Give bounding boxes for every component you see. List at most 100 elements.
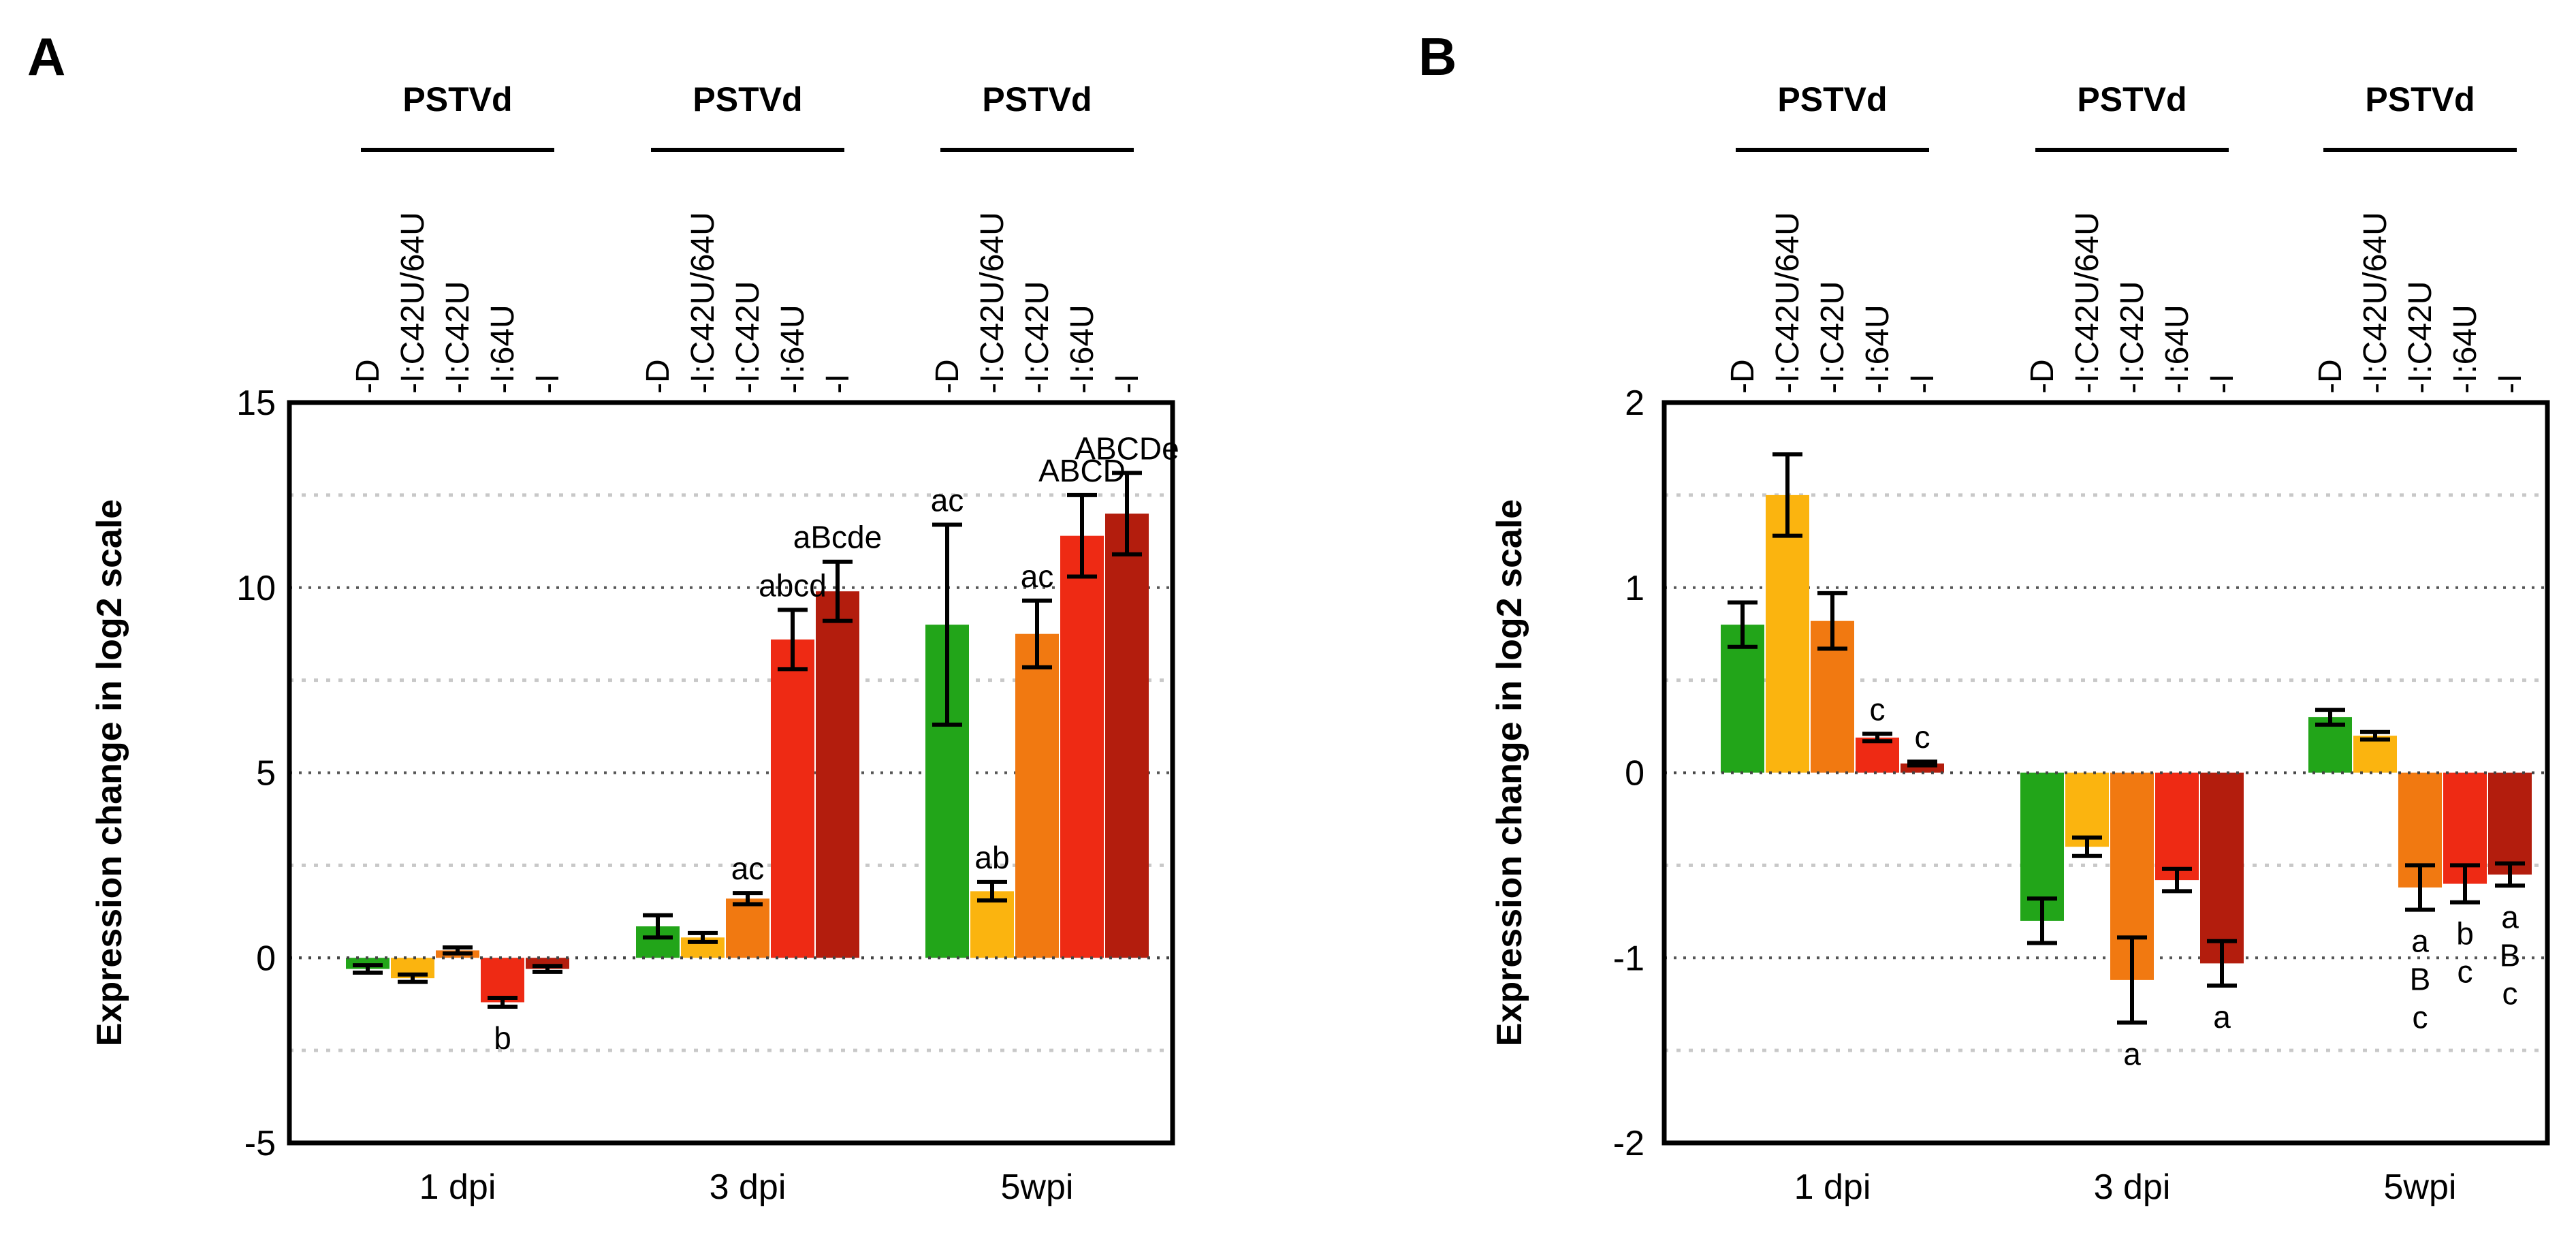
- condition-label: -I:64U: [2447, 304, 2483, 394]
- significance-label: a: [2213, 999, 2231, 1035]
- group-header: PSTVd: [982, 80, 1092, 119]
- group-label: 3 dpi: [2094, 1167, 2171, 1207]
- bar: [771, 639, 814, 958]
- panel-label: A: [27, 27, 65, 87]
- condition-label: -I:64U: [775, 304, 811, 394]
- bar: [816, 591, 859, 958]
- significance-line: a: [2411, 924, 2429, 959]
- significance-label: aBcde: [793, 520, 882, 555]
- condition-label: -I:64U: [1860, 304, 1896, 394]
- condition-label: -I:64U: [2159, 304, 2195, 394]
- bar: [2020, 772, 2064, 921]
- panel-label: B: [1418, 27, 1457, 87]
- group-header: PSTVd: [693, 80, 802, 119]
- bar: [1856, 737, 1899, 773]
- group-2: PSTVd 5wpi -D -I:C42U/64U -I:C42U -I:64U -I: [2308, 80, 2532, 1207]
- significance-label: c: [1870, 691, 1886, 727]
- bar: [1766, 494, 1809, 773]
- condition-label: -I:C42U: [440, 281, 476, 394]
- condition-label: -I:C42U/64U: [1770, 212, 1806, 394]
- significance-label: abcd: [759, 567, 827, 603]
- group-1: PSTVd 3 dpi -D -I:C42U/64U -I:C42U -I:64U -I: [636, 80, 859, 1207]
- condition-label: -I: [1905, 374, 1941, 394]
- significance-line: a: [2501, 899, 2519, 934]
- group-label: 5wpi: [2384, 1167, 2457, 1207]
- significance-line: c: [2458, 954, 2473, 990]
- condition-label: -I:C42U/64U: [2069, 212, 2105, 394]
- bar: [726, 898, 769, 958]
- significance-label: a: [2123, 1036, 2141, 1071]
- bar: [2353, 736, 2397, 773]
- y-tick-label: 10: [236, 569, 276, 608]
- bar: [1015, 633, 1059, 958]
- group-header: PSTVd: [1777, 80, 1887, 119]
- group-label: 1 dpi: [1794, 1167, 1871, 1207]
- y-tick-label: -2: [1613, 1124, 1644, 1163]
- condition-label: -I:64U: [1064, 304, 1100, 394]
- condition-label: -I: [530, 374, 566, 394]
- condition-label: -D: [2024, 359, 2061, 394]
- group-0: PSTVd 1 dpi -D -I:C42U/64U -I:C42U -I:64U -I: [346, 80, 569, 1207]
- significance-label: ac: [1021, 559, 1054, 594]
- bar: [481, 958, 524, 1003]
- condition-label: -I: [2492, 374, 2528, 394]
- y-tick-label: 0: [1625, 754, 1644, 794]
- condition-label: -I:C42U: [1019, 281, 1055, 394]
- plot-frame: [1661, 400, 2550, 1146]
- y-tick-labels: -2 -1 0 1 2: [1613, 383, 1644, 1163]
- plot-frame: [287, 400, 1175, 1146]
- condition-label: -I:C42U: [730, 281, 766, 394]
- y-tick-label: -5: [244, 1124, 276, 1163]
- significance-line: b: [494, 1020, 511, 1056]
- condition-label: -I:C42U: [2402, 281, 2438, 394]
- condition-label: -I:C42U: [1815, 281, 1851, 394]
- group-header: PSTVd: [402, 80, 512, 119]
- condition-label: -I:C42U: [2114, 281, 2150, 394]
- group-header: PSTVd: [2365, 80, 2475, 119]
- condition-label: -D: [640, 359, 676, 394]
- panel-b: B -2 -1 0 1 2 Expression change in log2 scale P…: [1418, 27, 2550, 1207]
- bar: [2155, 772, 2199, 881]
- significance-line: c: [2502, 975, 2518, 1011]
- condition-label: -D: [1725, 359, 1761, 394]
- group-label: 5wpi: [1001, 1167, 1074, 1207]
- bar: [1105, 514, 1149, 958]
- significance-label: ac: [931, 482, 964, 518]
- y-tick-labels: -5 0 5 10 15: [236, 383, 276, 1163]
- bar: [2488, 772, 2532, 875]
- group-2: PSTVd 5wpi -D -I:C42U/64U -I:C42U -I:64U -I: [925, 80, 1149, 1207]
- bar: [2065, 772, 2109, 847]
- condition-label: -D: [350, 359, 386, 394]
- y-tick-label: 1: [1625, 569, 1644, 608]
- condition-label: -I: [1109, 374, 1145, 394]
- condition-label: -D: [929, 359, 966, 394]
- group-label: 3 dpi: [710, 1167, 786, 1207]
- significance-line: b: [2456, 916, 2474, 952]
- y-tick-label: 15: [236, 383, 276, 423]
- condition-label: -I:C42U/64U: [395, 212, 431, 394]
- condition-label: -I:C42U/64U: [685, 212, 721, 394]
- significance-label: ABCDe: [1075, 430, 1179, 466]
- condition-label: -I:C42U/64U: [974, 212, 1011, 394]
- group-header: PSTVd: [2077, 80, 2187, 119]
- y-tick-label: 0: [256, 939, 276, 978]
- y-tick-label: -1: [1613, 939, 1644, 978]
- y-axis-label: Expression change in log2 scale: [90, 499, 129, 1046]
- significance-label: ABCD: [1038, 453, 1126, 488]
- group-label: 1 dpi: [419, 1167, 496, 1207]
- condition-label: -I: [820, 374, 856, 394]
- condition-label: -I:64U: [485, 304, 521, 394]
- condition-label: -I:C42U/64U: [2357, 212, 2394, 394]
- y-tick-label: 5: [256, 754, 276, 794]
- significance-line: B: [2500, 937, 2521, 973]
- significance-line: c: [2413, 1000, 2428, 1035]
- significance-line: B: [2410, 962, 2431, 997]
- y-tick-label: 2: [1625, 383, 1644, 423]
- significance-line: a: [2123, 1036, 2141, 1071]
- condition-label: -D: [2312, 359, 2349, 394]
